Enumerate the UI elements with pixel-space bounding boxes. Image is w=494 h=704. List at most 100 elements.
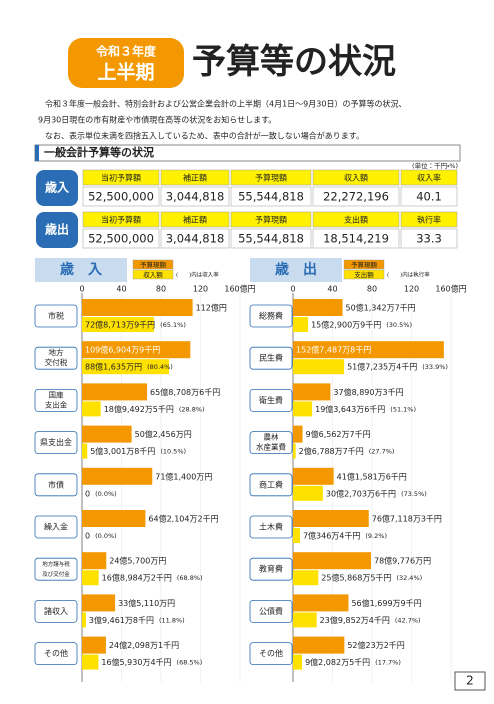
bar [82,467,153,485]
legend-label: 収入額 [143,270,163,279]
table-value: 40.1 [416,190,442,204]
x-tick-label: 160億円 [435,284,466,294]
value-label: 23億9,852万4千円 [320,615,390,625]
bar [82,654,99,670]
rate-label: (28.8%) [179,405,205,413]
table-header-cell [400,169,458,186]
bar [82,612,86,628]
bar [293,594,349,612]
rate-label: (51.1%) [390,405,416,413]
category-label: 公債費 [259,606,283,616]
bar [293,467,334,485]
header-title: 予算等の状況 [192,42,396,82]
value-label: 56億1,699万9千円 [351,598,421,608]
value-label: 88億1,635万円 [85,362,142,372]
bar [293,570,319,586]
table-unit: (単位：千円・%) [412,161,458,170]
category-box [249,431,293,455]
table-cell [400,228,458,249]
rate-label: (65.1%) [160,321,186,329]
table-value: 3,044,818 [166,232,225,246]
page-number: 2 [466,674,474,688]
value-label: 15億2,900万9千円 [311,320,381,330]
section-label: 歳出 [45,222,69,237]
header-badge [68,38,184,88]
rate-label: (68.8%) [177,574,203,582]
category-box [249,388,293,412]
bar [82,317,154,332]
table-title: 一般会計予算等の状況 [44,145,154,159]
legend-swatch [343,259,385,270]
category-label: 総務費 [259,311,283,321]
category-box [34,642,78,665]
value-label: 24億2,098万1千円 [109,640,179,650]
category-label: 地方譲与税及び交付金 [42,560,70,578]
table-header-cell [160,169,230,186]
value-label: 50億2,456万円 [135,429,192,439]
category-box [34,388,78,412]
category-label: 衛生費 [259,395,283,405]
table-header: 補正額 [183,173,207,183]
value-label: 0 [85,489,90,498]
category-box [249,642,293,665]
bar [293,443,296,459]
table-header: 支出額 [344,215,368,225]
table-value: 3,044,818 [166,190,225,204]
value-label: 72億8,713万9千円 [85,320,155,330]
x-tick-label: 40 [116,285,126,294]
table-header-cell [400,211,458,228]
table-header: 執行率 [417,215,441,225]
rate-label: (42.7%) [395,616,421,624]
legend-note: ( )内は収入率 [176,271,219,279]
value-label: 33億5,110万円 [118,598,175,608]
rate-label: (30.5%) [386,321,412,329]
intro-line: なお、表示単位未満を四捨五入しているため、表中の合計が一致しない場合があります。 [45,131,364,141]
category-label: 市税 [48,311,64,321]
value-label: 30億2,703万6千円 [326,488,396,498]
table-value: 18,514,219 [323,232,389,246]
page-number-box [454,671,486,691]
x-tick-label: 120 [193,285,208,294]
value-label: 25億5,868万5千円 [321,573,391,583]
value-label: 5億3,001万8千円 [90,446,155,456]
bar [293,528,300,543]
rate-label: (10.5%) [160,448,186,456]
chart-title: 歳 出 [275,261,317,278]
section-label-box [36,212,78,248]
table-value: 55,544,818 [238,232,304,246]
value-label: 41億1,581万6千円 [337,471,407,481]
bar [293,636,345,654]
bar [82,570,99,586]
table-value: 22,272,196 [323,190,389,204]
legend-label: 予算現額 [140,260,167,269]
value-label: 65億8,708万6千円 [150,387,220,397]
section-title-box [35,258,127,282]
x-tick-label: 0 [290,285,295,294]
category-box [34,600,78,623]
bar [293,654,303,670]
legend-label: 支出額 [354,270,374,279]
category-label: その他 [44,648,68,658]
category-label: 教育費 [259,564,283,574]
table-header-cell [82,211,160,228]
bar [293,612,317,628]
value-label: 152億7,487万8千円 [296,345,371,355]
category-box [249,600,293,623]
table-header-cell [230,169,312,186]
rate-label: (33.9%) [422,363,448,371]
value-label: 16億5,930万4千円 [101,657,171,667]
table-header: 補正額 [183,215,207,225]
bar [293,425,303,443]
value-label: 37億8,890万3千円 [333,387,403,397]
category-box [34,431,78,455]
bar [82,299,193,316]
rate-label: (80.4%) [147,363,173,371]
rate-label: (32.4%) [396,574,422,582]
x-tick-label: 80 [156,285,166,294]
category-box [34,346,78,370]
header-year: 令和３年度 [95,44,156,59]
value-label: 19億3,643万6千円 [315,404,385,414]
table-header-cell [312,211,400,228]
value-label: 9億2,082万5千円 [305,657,370,667]
